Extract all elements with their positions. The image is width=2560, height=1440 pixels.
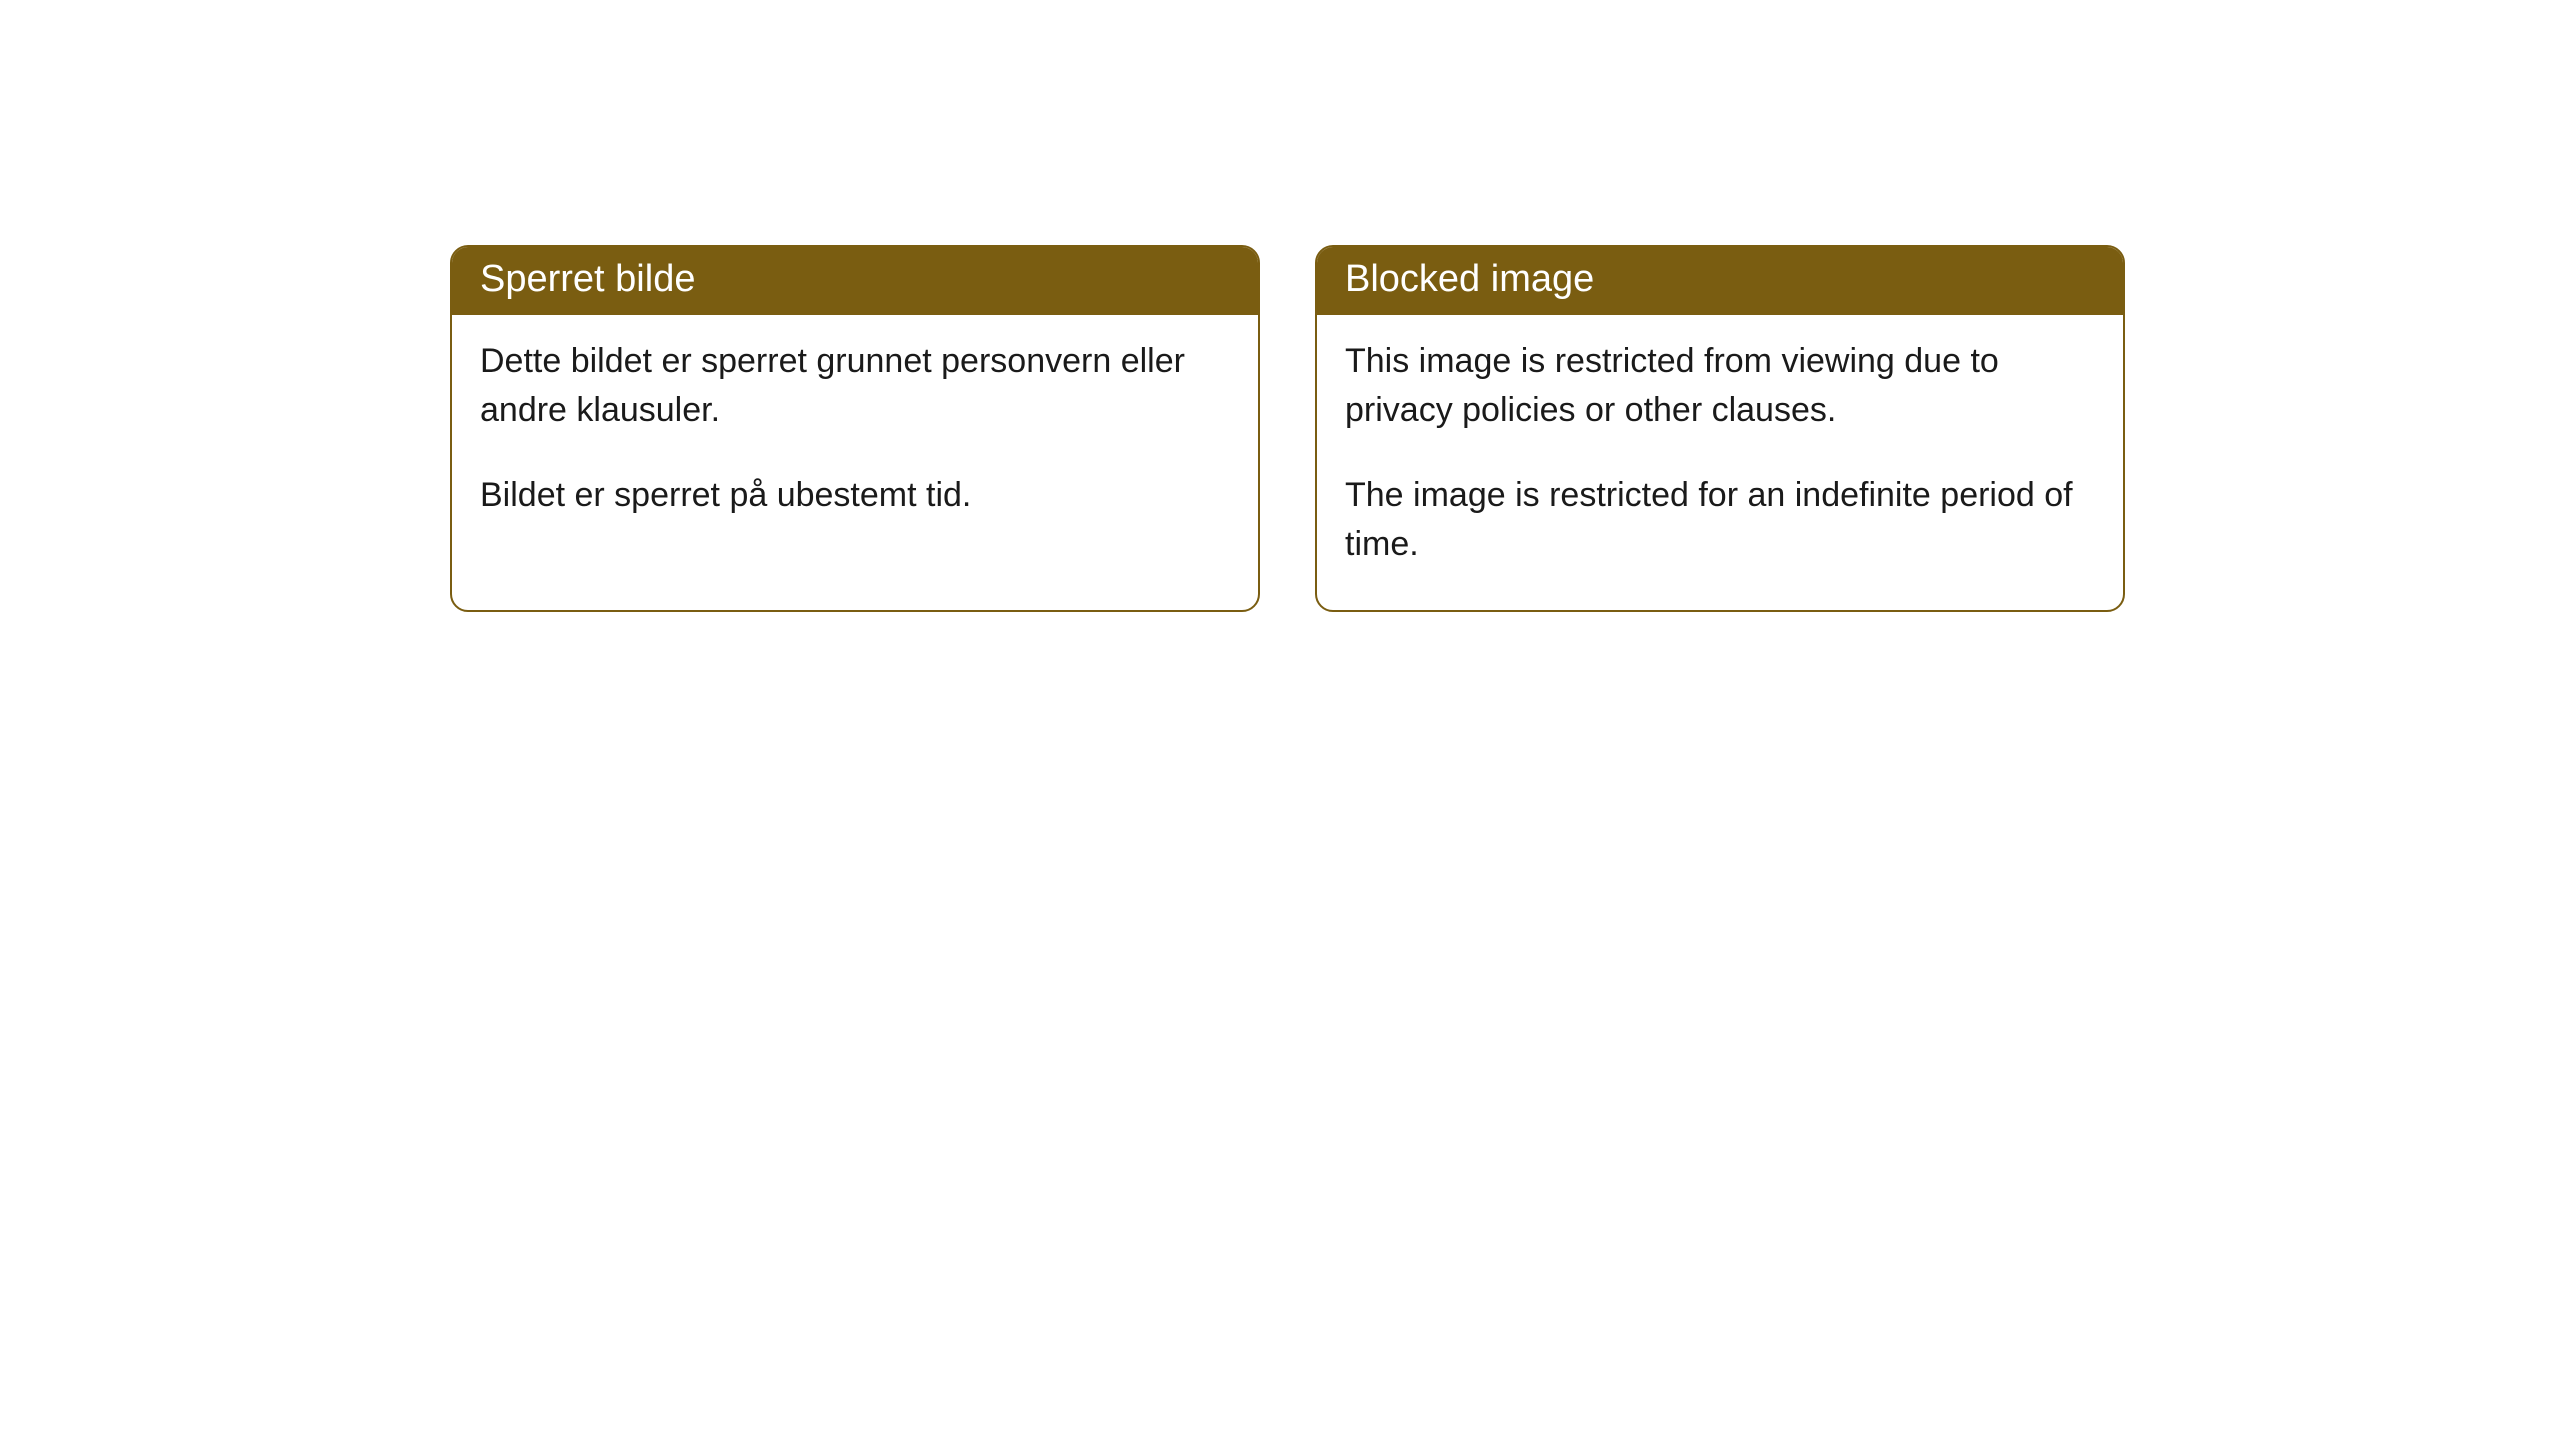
blocked-image-card-en: Blocked image This image is restricted f… <box>1315 245 2125 612</box>
card-paragraph: The image is restricted for an indefinit… <box>1345 471 2095 570</box>
card-paragraph: Dette bildet er sperret grunnet personve… <box>480 337 1230 436</box>
card-title: Sperret bilde <box>452 247 1258 315</box>
blocked-image-card-no: Sperret bilde Dette bildet er sperret gr… <box>450 245 1260 612</box>
card-paragraph: This image is restricted from viewing du… <box>1345 337 2095 436</box>
cards-container: Sperret bilde Dette bildet er sperret gr… <box>450 245 2125 612</box>
card-body: Dette bildet er sperret grunnet personve… <box>452 315 1258 561</box>
card-paragraph: Bildet er sperret på ubestemt tid. <box>480 471 1230 520</box>
card-body: This image is restricted from viewing du… <box>1317 315 2123 610</box>
card-title: Blocked image <box>1317 247 2123 315</box>
